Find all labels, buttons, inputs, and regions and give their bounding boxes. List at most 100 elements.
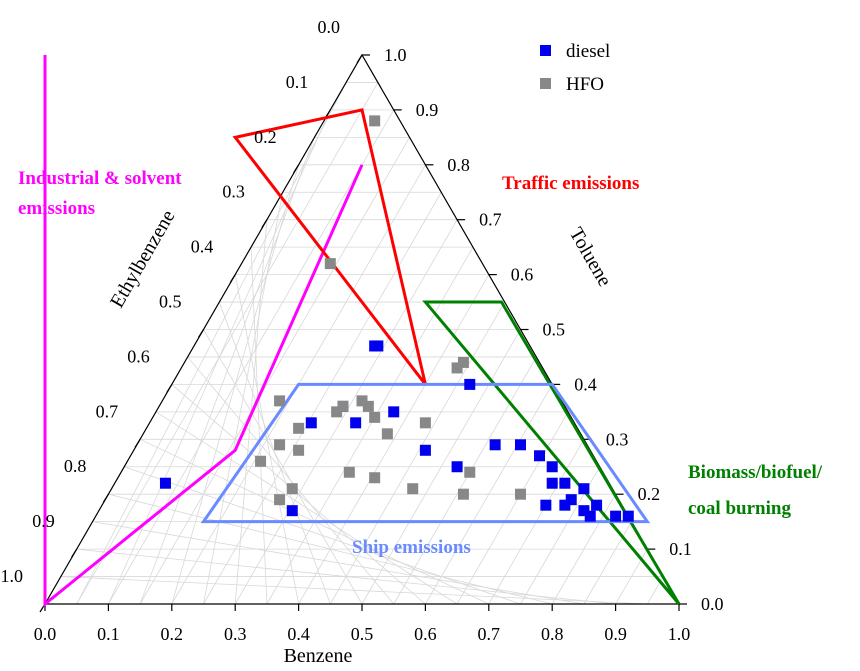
diesel-point: [591, 499, 603, 511]
right-tick-label: 0.8: [447, 155, 470, 175]
bottom-axis-title: Benzene: [284, 645, 353, 666]
left-tick: [197, 329, 205, 338]
diesel-point: [350, 417, 362, 429]
right-axis-title: Toluene: [565, 224, 616, 291]
grid-line: [108, 493, 553, 605]
bottom-tick-label: 0.2: [161, 624, 184, 644]
bottom-tick-label: 1.0: [668, 624, 691, 644]
grid-line: [456, 411, 569, 605]
hfo-point: [293, 422, 305, 434]
region-ship: [200, 382, 651, 524]
grid-line: [139, 137, 410, 605]
diesel-point: [559, 477, 571, 489]
left-tick: [293, 164, 300, 174]
bottom-tick-label: 0.8: [541, 624, 564, 644]
region-industrial: [43, 55, 364, 608]
hfo-point: [369, 472, 381, 484]
left-tick: [134, 438, 141, 448]
bottom-tick-label: 0.3: [224, 624, 247, 644]
hfo-point: [286, 483, 298, 495]
diesel-point: [546, 477, 558, 489]
diesel-point: [419, 444, 431, 456]
biomass-label-line1: Biomass/biofuel/: [688, 462, 823, 483]
right-tick-label: 0.5: [543, 320, 566, 340]
hfo-point: [464, 466, 476, 478]
legend-diesel-label: diesel: [566, 41, 610, 62]
left-tick: [356, 54, 363, 64]
right-tick-label: 0.7: [479, 210, 502, 230]
hfo-point: [407, 483, 419, 495]
left-tick-label: 0.7: [96, 401, 119, 421]
right-tick-label: 0.0: [701, 594, 724, 614]
left-tick-label: 0.5: [159, 292, 182, 312]
hfo-point: [337, 400, 349, 412]
right-tick-label: 0.9: [416, 100, 439, 120]
grid-line: [187, 356, 395, 605]
diesel-point: [451, 461, 463, 473]
tick-marks: [39, 54, 687, 613]
left-tick: [166, 384, 173, 393]
left-tick-label: 1.0: [1, 566, 24, 586]
hfo-point: [293, 444, 305, 456]
hfo-point: [457, 488, 469, 500]
hfo-point: [515, 488, 526, 500]
traffic-label: Traffic emissions: [502, 173, 639, 194]
right-tick-label: 0.3: [606, 429, 629, 449]
hfo-point: [369, 411, 381, 423]
right-tick-label: 1.0: [384, 45, 407, 65]
diesel-point: [286, 505, 298, 517]
right-tick-label: 0.4: [574, 374, 597, 394]
hfo-point: [369, 115, 381, 127]
grid-line: [76, 82, 379, 605]
grid-line: [425, 384, 553, 605]
left-tick-label: 0.3: [222, 182, 245, 202]
diesel-point: [622, 510, 634, 522]
left-tick-label: 0.1: [286, 72, 309, 92]
left-tick-label: 0.8: [64, 456, 87, 476]
diesel-point: [578, 505, 590, 517]
left-tick-label: 0.0: [318, 17, 341, 37]
bottom-tick-label: 0.6: [414, 624, 437, 644]
hfo-point: [451, 362, 463, 374]
diesel-point: [610, 510, 622, 522]
legend-diesel-marker: [540, 45, 551, 56]
bottom-tick-label: 0.1: [97, 624, 120, 644]
hfo-point: [457, 356, 469, 368]
grid-line: [329, 301, 505, 605]
diesel-point: [534, 450, 546, 462]
source-regions: [43, 55, 681, 608]
ship-label: Ship emissions: [352, 537, 471, 558]
hfo-point: [274, 439, 286, 451]
diesel-point: [515, 439, 526, 451]
diesel-point: [489, 439, 501, 451]
right-tick-label: 0.1: [669, 539, 692, 559]
hfo-point: [274, 395, 286, 407]
left-tick-label: 0.6: [127, 346, 150, 366]
left-tick: [102, 493, 109, 503]
grid-line: [171, 384, 426, 605]
grid-line: [76, 548, 616, 605]
industrial-label-line1: Industrial & solvent: [18, 168, 182, 189]
diesel-point: [159, 477, 171, 489]
tick-labels: 0.0 0.0 0.0 0.1 0.1 0.1 0.2 0.2 0.2 0.3 0.3 0.3 0.4 0…: [1, 17, 724, 644]
grid-line: [266, 246, 474, 605]
grid-line: [551, 493, 616, 605]
bottom-tick-label: 0.4: [287, 624, 310, 644]
diesel-point: [540, 499, 552, 511]
grid-line: [60, 576, 648, 605]
legend-hfo-label: HFO: [566, 74, 604, 95]
left-tick-label: 0.2: [254, 127, 277, 147]
hfo-point: [324, 258, 336, 270]
grid-line: [203, 329, 363, 605]
hfo-point: [255, 455, 267, 467]
diesel-point: [559, 499, 571, 511]
grid-line: [155, 411, 458, 605]
grid-line: [92, 521, 584, 605]
data-points: [159, 115, 634, 522]
biomass-label-line2: coal burning: [688, 498, 791, 519]
diesel-point: [388, 406, 400, 418]
diesel-point: [464, 378, 476, 390]
grid: [60, 82, 664, 605]
